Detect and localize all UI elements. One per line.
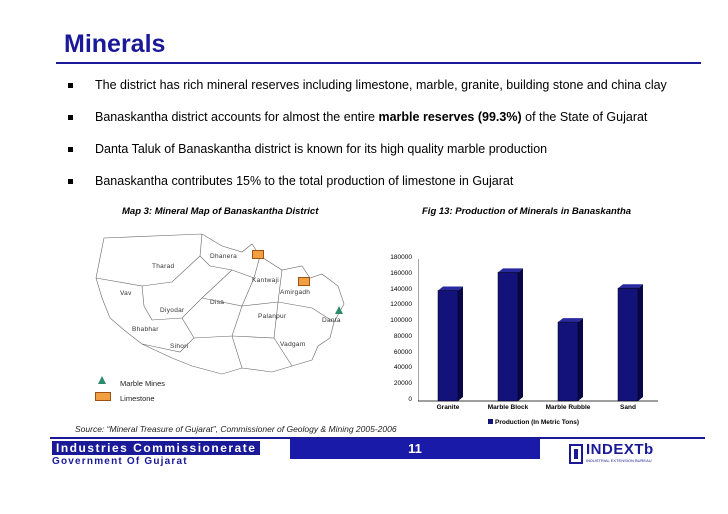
y-tick-label: 40000 <box>393 364 412 372</box>
map-label: Danta <box>322 317 341 324</box>
bullet-square-icon <box>68 179 73 184</box>
bullet-text: The district has rich mineral reserves i… <box>95 78 667 92</box>
y-tick-label: 180000 <box>390 254 412 261</box>
x-category-label: Marble Block <box>487 404 529 411</box>
org-subtitle: Government Of Gujarat <box>52 456 188 467</box>
logo-text: INDEXTb <box>586 441 654 458</box>
bullet-list: The district has rich mineral reserves i… <box>64 78 704 206</box>
bar-top <box>558 318 583 323</box>
bullet-item: Banaskantha district accounts for almost… <box>64 110 704 142</box>
footer-rule <box>50 437 705 439</box>
bullet-text: Danta Taluk of Banaskantha district is k… <box>95 142 548 156</box>
y-tick-label: 160000 <box>390 269 412 277</box>
map-legend-label: Marble Mines <box>120 379 166 388</box>
map-caption: Map 3: Mineral Map of Banaskantha Distri… <box>122 206 319 217</box>
x-axis: Granite Marble Block Marble Rubble Sand <box>418 404 658 416</box>
title-bar: Minerals <box>56 26 701 66</box>
x-category-label: Granite <box>436 404 460 411</box>
bar-side <box>518 268 523 401</box>
y-tick-label: 140000 <box>390 285 412 293</box>
map-label: Diyodar <box>160 307 185 314</box>
y-tick-label: 80000 <box>393 332 412 340</box>
bullet-square-icon <box>68 83 73 88</box>
x-category-label: Sand <box>620 404 636 411</box>
footer: Industries Commissionerate Government Of… <box>50 437 705 470</box>
bar-side <box>458 286 463 401</box>
bar-top <box>498 268 523 273</box>
map-label: Vav <box>120 290 132 297</box>
bar <box>437 286 463 402</box>
bar-top <box>618 284 643 289</box>
logo-subtext: INDUSTRIAL EXTENSION BUREAU <box>586 458 652 463</box>
y-tick-label: 120000 <box>390 301 412 309</box>
bullet-item: Banaskantha contributes 15% to the total… <box>64 174 704 206</box>
triangle-icon <box>98 376 106 384</box>
map-label: Bhabhar <box>132 326 159 333</box>
map-legend-label: Limestone <box>120 394 155 403</box>
map-label: Palanpur <box>258 313 287 320</box>
district-map-outline <box>95 233 345 375</box>
y-tick-label: 20000 <box>393 380 412 388</box>
bar <box>617 284 643 402</box>
bullet-text-after: of the State of Gujarat <box>521 110 648 124</box>
page-number: 11 <box>408 441 422 456</box>
y-axis: 180000 160000 140000 120000 100000 80000 60000… <box>380 245 412 405</box>
bar-face <box>557 321 579 402</box>
title-rule <box>56 62 701 64</box>
square-icon <box>95 392 111 401</box>
limestone-marker-icon <box>252 250 264 259</box>
production-chart: 180000 160000 140000 120000 100000 80000 60000… <box>380 245 665 435</box>
org-name: Industries Commissionerate <box>52 441 261 455</box>
bullet-square-icon <box>68 115 73 120</box>
bar-face <box>437 290 459 402</box>
x-category-label: Marble Rubble <box>545 404 591 411</box>
bullet-text: Banaskantha contributes 15% to the total… <box>95 174 514 188</box>
bullet-text: Banaskantha district accounts for almost… <box>95 110 379 124</box>
bar-face <box>497 272 519 402</box>
bullet-item: The district has rich mineral reserves i… <box>64 78 704 110</box>
indextb-logo: INDEXTb INDUSTRIAL EXTENSION BUREAU <box>568 441 688 469</box>
bullet-square-icon <box>68 147 73 152</box>
bar-top <box>438 286 463 291</box>
org-block: Industries Commissionerate Government Of… <box>50 439 290 470</box>
chart-title: Fig 13: Production of Minerals in Banask… <box>422 206 632 217</box>
mineral-map: Dhanera Tharad Kantwaji Vav Amirgadh Dis… <box>82 226 392 416</box>
chart-plot-area <box>418 259 658 402</box>
source-note: Source: “Mineral Treasure of Gujarat”, C… <box>75 424 397 434</box>
map-label: Sihori <box>170 343 189 350</box>
bar <box>497 268 523 402</box>
bar <box>557 318 583 402</box>
legend-swatch-icon <box>488 419 493 424</box>
map-label: Dhanera <box>210 253 238 260</box>
bar-face <box>617 287 639 402</box>
map-label: Amirgadh <box>280 289 311 296</box>
bullet-item: Danta Taluk of Banaskantha district is k… <box>64 142 704 174</box>
logo-mark-icon <box>569 444 583 464</box>
map-label: Tharad <box>152 263 175 270</box>
slide-title: Minerals <box>64 30 166 58</box>
chart-legend: Production (In Metric Tons) <box>488 419 579 426</box>
bar-side <box>638 284 643 401</box>
bar-side <box>578 318 583 401</box>
y-tick-label: 100000 <box>390 317 412 325</box>
bullet-bold-text: marble reserves (99.3%) <box>378 110 522 124</box>
map-label: Vadgam <box>280 341 306 348</box>
legend-label: Production (In Metric Tons) <box>495 419 580 426</box>
map-label: Kantwaji <box>252 277 279 284</box>
page-number-bar: 11 <box>290 439 540 459</box>
y-tick-label: 0 <box>408 396 412 403</box>
limestone-marker-icon <box>298 277 310 286</box>
map-label: Disa <box>210 299 225 306</box>
marble-mine-marker-icon <box>335 306 343 314</box>
y-tick-label: 60000 <box>393 348 412 356</box>
